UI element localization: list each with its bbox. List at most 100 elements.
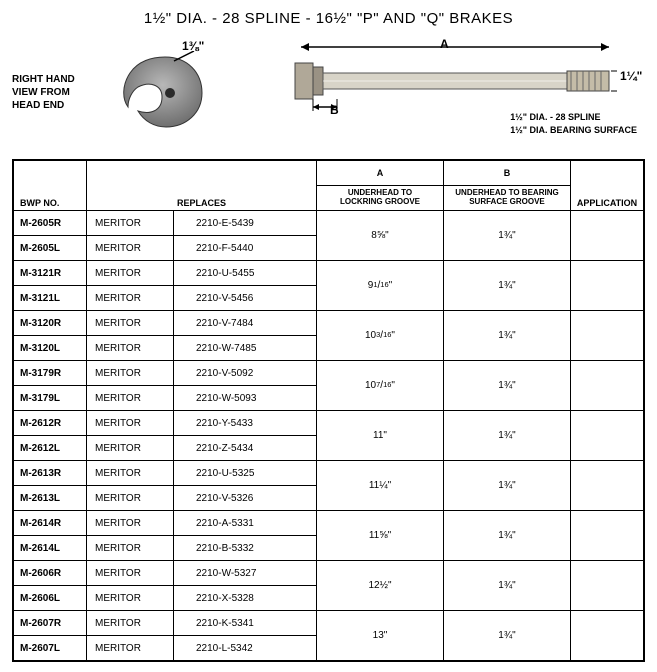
mfr: MERITOR: [87, 611, 174, 636]
col-a: A: [317, 160, 444, 186]
mfr: MERITOR: [87, 361, 174, 386]
part-no: 2210-B-5332: [174, 536, 317, 561]
dim-a-val: 12½": [317, 561, 444, 611]
part-no: 2210-U-5455: [174, 261, 317, 286]
table-row: M-2605RMERITOR2210-E-54398⅝"1¾": [13, 211, 644, 236]
dim-a-val: 107/16": [317, 361, 444, 411]
part-no: 2210-Y-5433: [174, 411, 317, 436]
application: [571, 311, 645, 361]
table-row: M-3121RMERITOR2210-U-545591/16"1¾": [13, 261, 644, 286]
table-row: M-3179RMERITOR2210-V-5092107/16"1¾": [13, 361, 644, 386]
bwp-no: M-3179R: [13, 361, 87, 386]
table-row: M-2607RMERITOR2210-K-534113"1¾": [13, 611, 644, 636]
dim-b-val: 1¾": [444, 361, 571, 411]
bwp-no: M-2605L: [13, 236, 87, 261]
dim-a-val: 11": [317, 411, 444, 461]
mfr: MERITOR: [87, 461, 174, 486]
cam-head-icon: [120, 51, 210, 133]
bwp-no: M-3120R: [13, 311, 87, 336]
bwp-no: M-2612L: [13, 436, 87, 461]
mfr: MERITOR: [87, 286, 174, 311]
mfr: MERITOR: [87, 536, 174, 561]
application: [571, 261, 645, 311]
dim-a-val: 13": [317, 611, 444, 662]
application: [571, 211, 645, 261]
bwp-no: M-3120L: [13, 336, 87, 361]
dim-b-val: 1¾": [444, 211, 571, 261]
mfr: MERITOR: [87, 636, 174, 662]
application: [571, 611, 645, 662]
table-row: M-3120RMERITOR2210-V-7484103/16"1¾": [13, 311, 644, 336]
dim-b-val: 1¾": [444, 461, 571, 511]
col-bwp: BWP NO.: [13, 160, 87, 211]
dim-b-val: 1¾": [444, 611, 571, 662]
dim-b-val: 1¾": [444, 561, 571, 611]
col-app: APPLICATION: [571, 160, 645, 211]
bwp-no: M-3179L: [13, 386, 87, 411]
spline-note: 1½" DIA. - 28 SPLINE 1½" DIA. BEARING SU…: [510, 111, 637, 136]
view-label: RIGHT HANDVIEW FROMHEAD END: [12, 73, 75, 112]
part-no: 2210-L-5342: [174, 636, 317, 662]
bwp-no: M-2607L: [13, 636, 87, 662]
application: [571, 511, 645, 561]
mfr: MERITOR: [87, 236, 174, 261]
dimension-b-label: B: [330, 103, 339, 117]
dim-a-val: 103/16": [317, 311, 444, 361]
part-no: 2210-Z-5434: [174, 436, 317, 461]
dim-b-val: 1¾": [444, 411, 571, 461]
bwp-no: M-2613L: [13, 486, 87, 511]
bwp-no: M-3121L: [13, 286, 87, 311]
mfr: MERITOR: [87, 561, 174, 586]
dim-b-val: 1¾": [444, 261, 571, 311]
mfr: MERITOR: [87, 386, 174, 411]
mfr: MERITOR: [87, 211, 174, 236]
col-b: B: [444, 160, 571, 186]
table-row: M-2606RMERITOR2210-W-532712½"1¾": [13, 561, 644, 586]
bwp-no: M-2605R: [13, 211, 87, 236]
part-no: 2210-V-5326: [174, 486, 317, 511]
dim-a-val: 11⅝": [317, 511, 444, 561]
dim-b-val: 1¾": [444, 311, 571, 361]
mfr: MERITOR: [87, 411, 174, 436]
page-title: 1½" DIA. - 28 SPLINE - 16½" "P" AND "Q" …: [12, 10, 645, 27]
mfr: MERITOR: [87, 486, 174, 511]
dim-a-val: 11¼": [317, 461, 444, 511]
part-no: 2210-F-5440: [174, 236, 317, 261]
bwp-no: M-2606L: [13, 586, 87, 611]
part-no: 2210-K-5341: [174, 611, 317, 636]
dimension-right: 1¼": [620, 69, 642, 83]
mfr: MERITOR: [87, 436, 174, 461]
dim-b-val: 1¾": [444, 511, 571, 561]
col-replaces: REPLACES: [87, 160, 317, 211]
part-no: 2210-V-5456: [174, 286, 317, 311]
spline-note-2: 1½" DIA. BEARING SURFACE: [510, 124, 637, 137]
bwp-no: M-3121R: [13, 261, 87, 286]
part-no: 2210-X-5328: [174, 586, 317, 611]
bwp-no: M-2607R: [13, 611, 87, 636]
part-no: 2210-U-5325: [174, 461, 317, 486]
application: [571, 461, 645, 511]
bwp-no: M-2613R: [13, 461, 87, 486]
mfr: MERITOR: [87, 261, 174, 286]
part-no: 2210-A-5331: [174, 511, 317, 536]
table-row: M-2612RMERITOR2210-Y-543311"1¾": [13, 411, 644, 436]
table-row: M-2613RMERITOR2210-U-532511¼"1¾": [13, 461, 644, 486]
application: [571, 361, 645, 411]
parts-table: BWP NO. REPLACES A B APPLICATION UNDERHE…: [12, 159, 645, 662]
part-no: 2210-V-5092: [174, 361, 317, 386]
dim-a-val: 91/16": [317, 261, 444, 311]
col-a-sub: UNDERHEAD TOLOCKRING GROOVE: [317, 186, 444, 211]
mfr: MERITOR: [87, 511, 174, 536]
diagram-area: 1⅜" RIGHT HANDVIEW FROMHEAD END: [12, 33, 645, 153]
application: [571, 411, 645, 461]
col-b-sub: UNDERHEAD TO BEARINGSURFACE GROOVE: [444, 186, 571, 211]
application: [571, 561, 645, 611]
bwp-no: M-2606R: [13, 561, 87, 586]
spline-note-1: 1½" DIA. - 28 SPLINE: [510, 111, 637, 124]
bwp-no: M-2612R: [13, 411, 87, 436]
dim-a-val: 8⅝": [317, 211, 444, 261]
bwp-no: M-2614L: [13, 536, 87, 561]
bwp-no: M-2614R: [13, 511, 87, 536]
table-row: M-2614RMERITOR2210-A-533111⅝"1¾": [13, 511, 644, 536]
dimension-a-label: A: [440, 37, 449, 51]
